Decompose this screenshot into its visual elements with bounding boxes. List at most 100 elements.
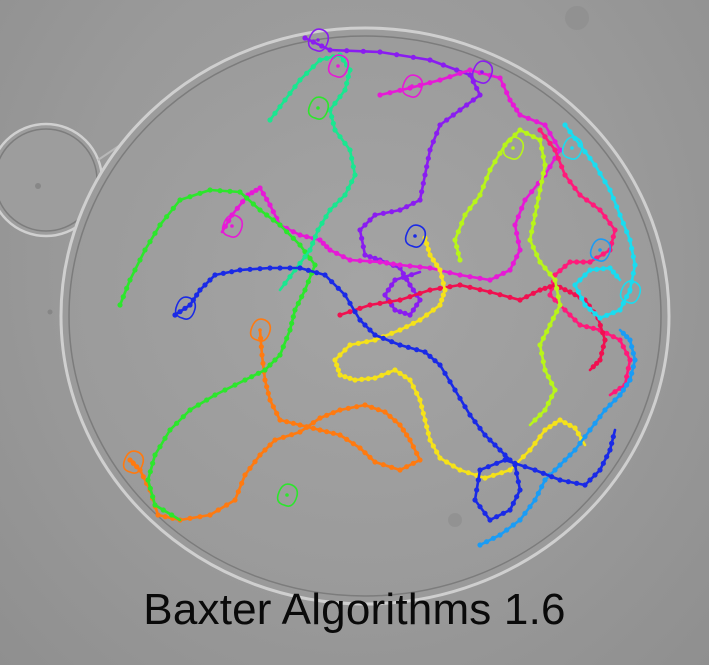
yellow-track-point — [425, 430, 431, 436]
cell-outline — [307, 96, 330, 120]
orange-track-point — [392, 418, 398, 424]
blue-track-point — [427, 353, 433, 359]
magenta-track-point — [517, 247, 523, 253]
sky-blue-track-point — [504, 527, 510, 533]
orange-track-point — [224, 502, 230, 508]
pink-track-point — [577, 322, 583, 328]
spring-green-track-point — [287, 90, 293, 96]
green-track-point — [132, 267, 138, 273]
red-track-point — [367, 302, 373, 308]
magenta-track-point — [512, 222, 518, 228]
sky-blue-track-point — [627, 337, 633, 343]
red-track-point — [547, 284, 553, 290]
blue-track-point — [389, 339, 395, 345]
red-track-point — [467, 284, 473, 290]
orange-track-point — [410, 460, 416, 466]
green-track-point — [147, 469, 153, 475]
violet-track-point — [420, 180, 426, 186]
spring-green-track-point — [297, 77, 303, 83]
cell-outlines — [122, 28, 642, 507]
orange-track-point — [369, 404, 375, 410]
magenta-track-point — [547, 164, 553, 170]
magenta-track-point — [304, 234, 310, 240]
violet-track-point — [319, 43, 325, 49]
spring-green-track-point — [352, 172, 358, 178]
cyan-track-point — [607, 265, 613, 271]
magenta-track-point — [253, 187, 259, 193]
spring-green-track-point — [267, 117, 273, 123]
blue-track-point — [482, 510, 488, 516]
magenta-track-point — [447, 270, 453, 276]
green-track-point — [272, 357, 278, 363]
blue-track-point — [322, 272, 328, 278]
yellow-track-point — [520, 454, 526, 460]
green-track-point — [305, 279, 311, 285]
sky-blue-track-point — [582, 434, 588, 440]
red-track-point — [600, 344, 606, 350]
orange-track-point — [197, 514, 203, 520]
blue-track-point — [597, 467, 603, 473]
cyan-track-point — [597, 315, 603, 321]
blue-track-point — [477, 504, 483, 510]
lime-track-point — [529, 229, 535, 235]
pink-track-point — [627, 357, 633, 363]
cyan-track-point — [587, 267, 593, 273]
yellow-track-point — [457, 467, 463, 473]
green-track-point — [137, 257, 143, 263]
magenta-track-point — [514, 107, 520, 113]
magenta-track-point — [267, 202, 273, 208]
magenta-track-point — [320, 240, 326, 246]
spring-green-track-point — [302, 254, 308, 260]
orange-track-point — [404, 432, 410, 438]
blue-track-point — [497, 447, 503, 453]
lime-track-point — [554, 285, 560, 291]
lime-track-point — [539, 179, 545, 185]
green-track-point — [302, 287, 308, 293]
blue-track-point — [335, 285, 341, 291]
magenta-track-point — [557, 147, 563, 153]
violet-track-point — [414, 302, 420, 308]
orange-track-point — [247, 465, 253, 471]
magenta-track-point — [334, 250, 340, 256]
blue-track-point — [177, 309, 183, 315]
red-track-point — [524, 294, 530, 300]
blue-track-point — [485, 464, 491, 470]
cell-nucleus — [316, 38, 320, 42]
green-track-point — [207, 187, 213, 193]
cell-outline — [401, 74, 424, 98]
orange-track-point — [350, 441, 356, 447]
green-track-point — [152, 502, 158, 508]
spring-green-track-point — [342, 192, 348, 198]
blue-track-point — [462, 404, 468, 410]
violet-track-point — [454, 67, 460, 73]
green-track-point — [227, 188, 233, 194]
lime-track-point — [487, 167, 493, 173]
violet-track-point — [410, 307, 416, 313]
blue-track-point — [329, 279, 335, 285]
cell-outline — [619, 280, 642, 304]
orange-track-point — [410, 444, 416, 450]
cell-nucleus — [480, 70, 484, 74]
caption-title: Baxter Algorithms 1.6 — [143, 585, 566, 634]
blue-track-point — [502, 457, 508, 463]
magenta-track-point — [234, 205, 240, 211]
orange-track-point — [277, 417, 283, 423]
lime-track-point — [455, 229, 461, 235]
cell-nucleus — [183, 306, 187, 310]
yellow-track-point — [465, 470, 471, 476]
yellow-track-point — [425, 246, 431, 252]
green-track-point — [287, 327, 293, 333]
pink-track-point — [557, 268, 563, 274]
magenta-track-point — [500, 82, 506, 88]
orange-track-point — [345, 405, 351, 411]
violet-track-point — [450, 112, 456, 118]
spring-green-track-point — [327, 207, 333, 213]
cyan-track-point — [610, 195, 616, 201]
pink-track-point — [612, 227, 618, 233]
cell-outline — [307, 28, 330, 52]
sky-blue-track-point — [607, 402, 613, 408]
magenta-track-point — [487, 277, 493, 283]
lime-track-point — [539, 350, 545, 356]
blue-track-point — [212, 272, 218, 278]
blue-track-point — [604, 454, 610, 460]
